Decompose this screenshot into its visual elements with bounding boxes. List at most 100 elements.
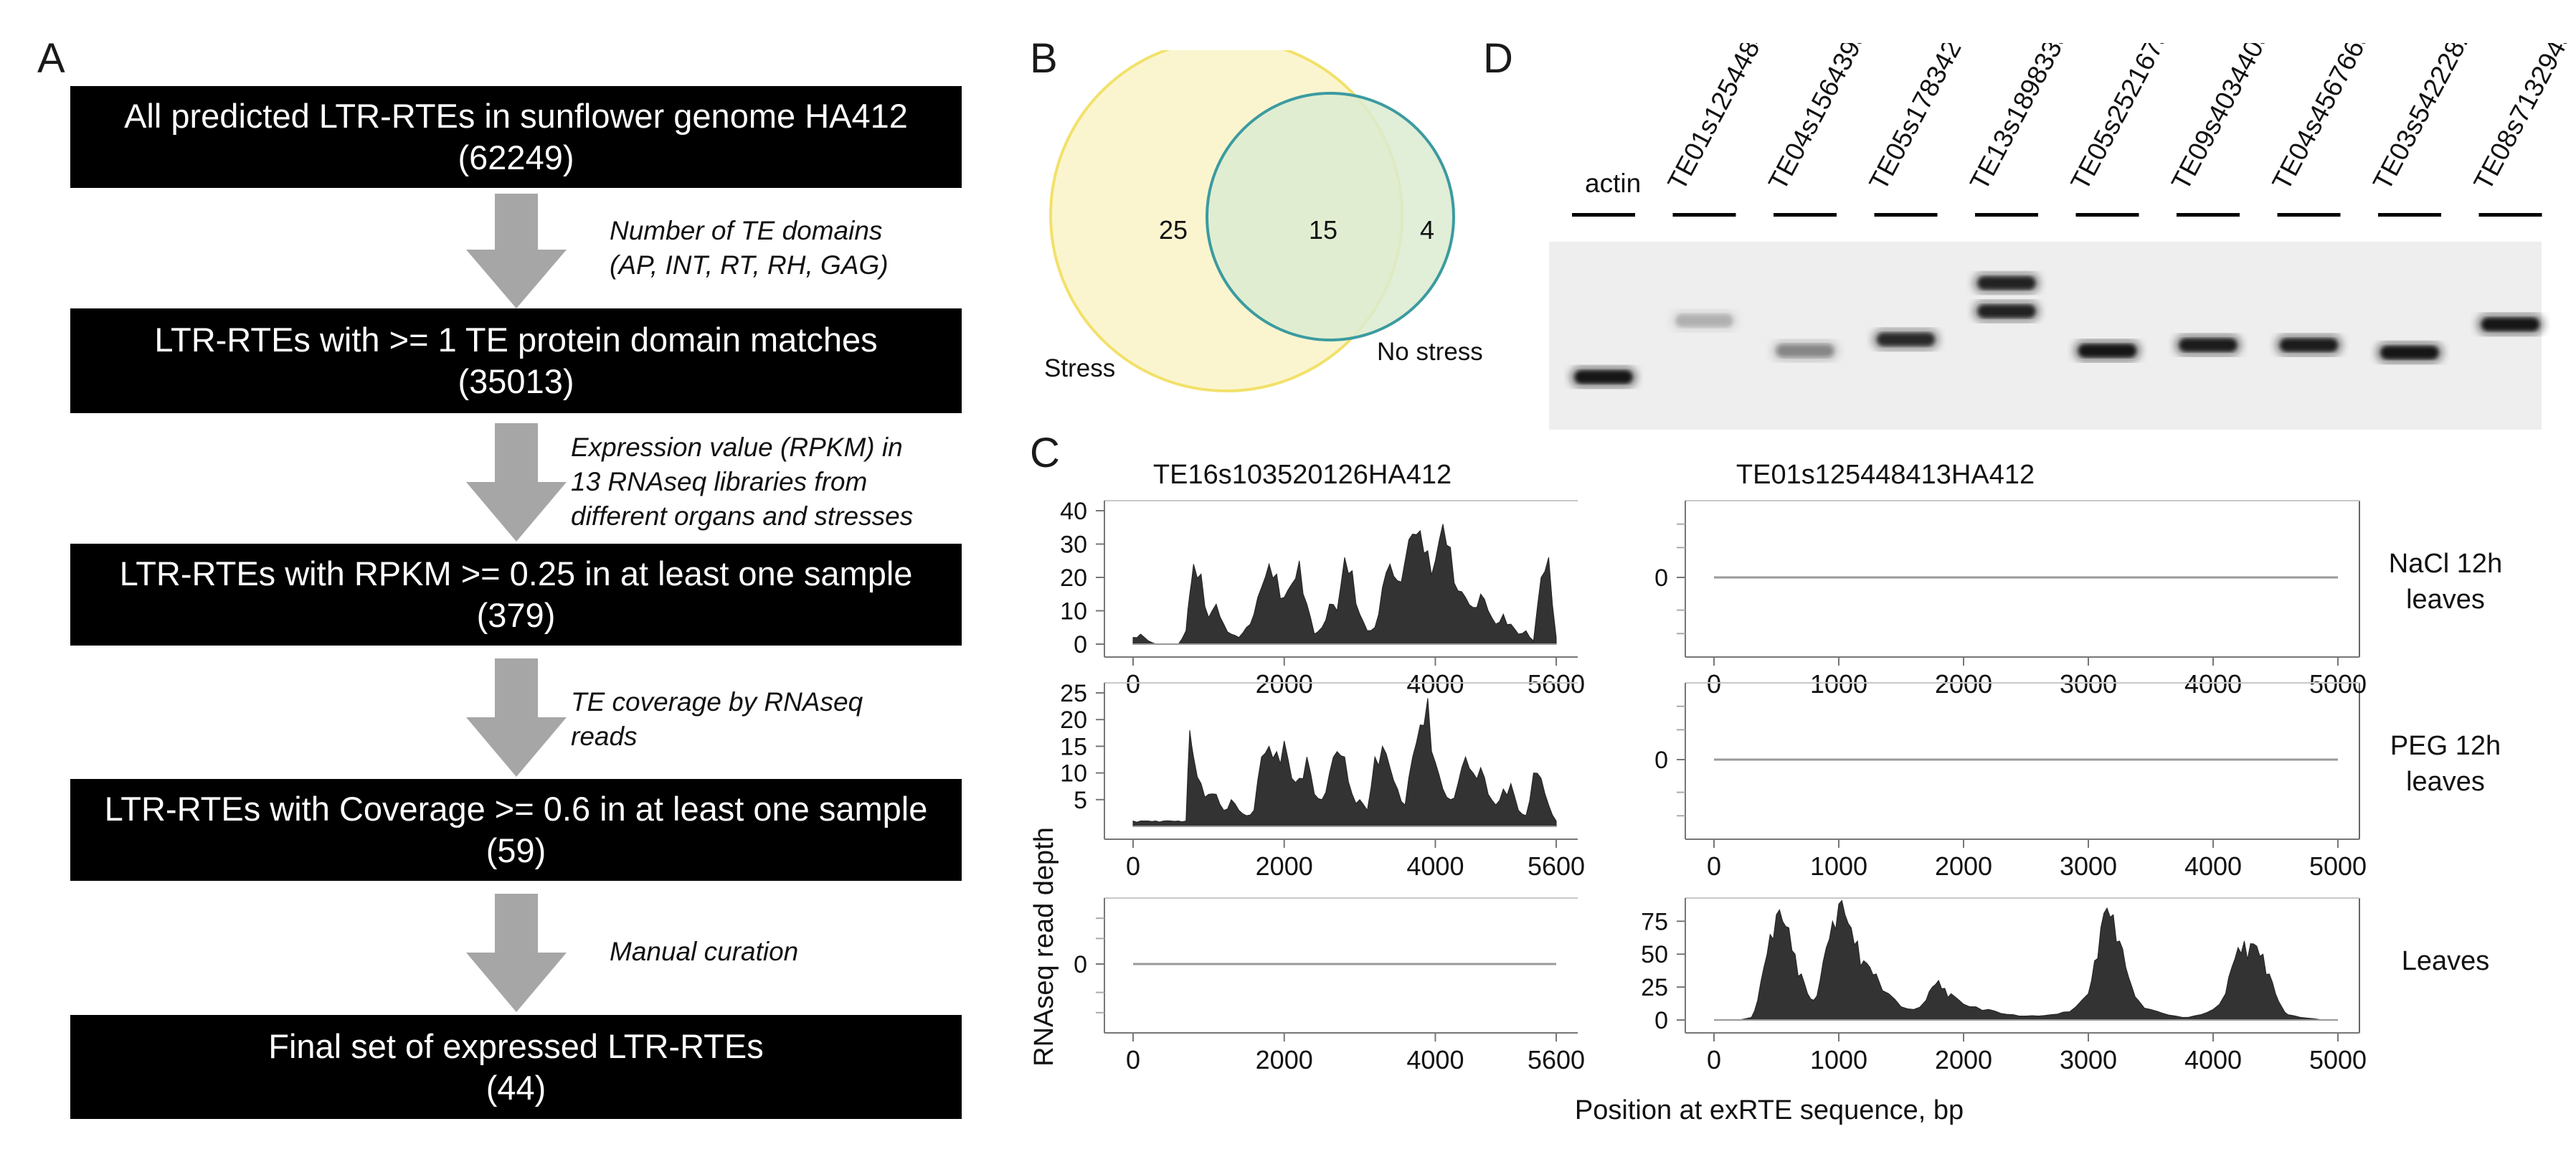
x-tick-label: 5600 bbox=[1528, 669, 1585, 699]
gel-band bbox=[1776, 344, 1834, 357]
flow-box-4: LTR-RTEs with Coverage >= 0.6 in at leas… bbox=[70, 779, 962, 881]
gel-band bbox=[1978, 304, 2035, 318]
row-label-3: Leaves bbox=[2402, 946, 2490, 976]
gel-lane: actin bbox=[1571, 169, 1641, 387]
gel-band bbox=[1575, 370, 1632, 384]
y-tick-label: 0 bbox=[1074, 631, 1087, 658]
x-tick-label: 2000 bbox=[1256, 669, 1313, 699]
x-tick-label: 3000 bbox=[2060, 1045, 2117, 1074]
step-note-line: Number of TE domains bbox=[610, 216, 883, 245]
column-title-1: TE16s103520126HA412 bbox=[1153, 460, 1452, 490]
y-tick-label: 20 bbox=[1060, 707, 1087, 734]
gel-band bbox=[2280, 339, 2338, 352]
flow-arrow-4 bbox=[466, 894, 567, 1012]
x-tick-label: 5600 bbox=[1528, 851, 1585, 881]
column-title-2: TE01s125448413HA412 bbox=[1736, 460, 2035, 490]
coverage-plot: 0 1000 2000 3000 4000 5000 0 bbox=[1654, 682, 2367, 881]
flow-box-5-title: Final set of expressed LTR-RTEs bbox=[268, 1026, 764, 1065]
flow-box-1: All predicted LTR-RTEs in sunflower geno… bbox=[70, 86, 962, 188]
flow-arrow-3 bbox=[466, 658, 567, 777]
gel-band bbox=[1978, 276, 2035, 290]
flow-box-1-title: All predicted LTR-RTEs in sunflower geno… bbox=[124, 97, 908, 135]
venn-label-stress: Stress bbox=[1044, 354, 1115, 382]
y-tick-label: 75 bbox=[1641, 908, 1668, 935]
gel-band bbox=[2381, 346, 2438, 359]
panel-letter-a: A bbox=[37, 35, 65, 82]
y-tick-label: 0 bbox=[1654, 1007, 1668, 1034]
coverage-plot: 0 1000 2000 3000 4000 5000 0 bbox=[1654, 500, 2367, 699]
flow-box-2-count: (35013) bbox=[458, 362, 574, 400]
gel-band bbox=[2179, 339, 2237, 352]
y-tick-label: 50 bbox=[1641, 941, 1668, 968]
panel-letter-c: C bbox=[1030, 430, 1060, 476]
flow-box-4-title: LTR-RTEs with Coverage >= 0.6 in at leas… bbox=[104, 790, 928, 828]
step-note-line: 13 RNAseq libraries from bbox=[571, 467, 868, 496]
x-tick-label: 2000 bbox=[1935, 851, 1992, 881]
x-tick-label: 0 bbox=[1126, 669, 1140, 699]
venn-circle-no-stress bbox=[1206, 92, 1455, 341]
step-note-line: (AP, INT, RT, RH, GAG) bbox=[610, 250, 889, 280]
y-tick-label: 10 bbox=[1060, 760, 1087, 788]
flow-box-5: Final set of expressed LTR-RTEs (44) bbox=[70, 1015, 962, 1119]
step-note-line: different organs and stresses bbox=[571, 501, 914, 531]
x-tick-label: 2000 bbox=[1935, 1045, 1992, 1074]
x-tick-label: 3000 bbox=[2060, 851, 2117, 881]
flow-box-3-count: (379) bbox=[476, 596, 556, 634]
coverage-area bbox=[1132, 698, 1557, 827]
gel-lane-label: actin bbox=[1585, 169, 1641, 198]
venn-count-stress-only: 25 bbox=[1159, 215, 1188, 245]
flow-arrow-2 bbox=[466, 423, 567, 542]
gel-band bbox=[2078, 344, 2136, 357]
coverage-plot: 0 2000 4000 5600 0 10 20 30 40 bbox=[1060, 498, 1585, 699]
gel-lane-label: TE03s54222821 bbox=[2367, 43, 2485, 195]
x-axis-label: Position at exRTE sequence, bp bbox=[1575, 1095, 1964, 1125]
flow-box-2: LTR-RTEs with >= 1 TE protein domain mat… bbox=[70, 308, 962, 413]
gel-lane-marker bbox=[1975, 213, 2038, 217]
y-tick-label: 25 bbox=[1641, 974, 1668, 1001]
x-tick-label: 4000 bbox=[1406, 1045, 1464, 1074]
x-tick-label: 1000 bbox=[1810, 1045, 1867, 1074]
step-note-line: reads bbox=[571, 722, 638, 751]
step-note-1: Number of TE domains (AP, INT, RT, RH, G… bbox=[610, 214, 889, 283]
step-note-line: Manual curation bbox=[610, 937, 799, 966]
x-tick-label: 2000 bbox=[1256, 851, 1313, 881]
flow-box-5-count: (44) bbox=[486, 1068, 546, 1107]
y-tick-label: 20 bbox=[1060, 565, 1087, 592]
coverage-plots: TE16s103520126HA412 TE01s125448413HA412 … bbox=[1029, 460, 2502, 1125]
x-tick-label: 4000 bbox=[2184, 1045, 2242, 1074]
step-note-2: Expression value (RPKM) in 13 RNAseq lib… bbox=[571, 430, 913, 534]
gel-lane-marker bbox=[1874, 213, 1938, 217]
gel-lane-marker bbox=[1774, 213, 1837, 217]
gel-lane-label: TE08s71329455 bbox=[2468, 43, 2567, 195]
x-tick-label: 4000 bbox=[2184, 851, 2242, 881]
x-tick-label: 1000 bbox=[1810, 851, 1867, 881]
row-label-1b: leaves bbox=[2406, 585, 2485, 615]
x-tick-label: 0 bbox=[1126, 1045, 1140, 1074]
venn-diagram: 25 15 4 Stress No stress bbox=[1044, 50, 1483, 392]
x-tick-label: 4000 bbox=[1406, 851, 1464, 881]
y-tick-label: 25 bbox=[1060, 680, 1087, 707]
flow-box-3: LTR-RTEs with RPKM >= 0.25 in at least o… bbox=[70, 544, 962, 646]
gel-lane-label: TE04s45676682 bbox=[2266, 43, 2384, 195]
x-tick-label: 5000 bbox=[2309, 669, 2367, 699]
x-tick-label: 0 bbox=[1126, 851, 1140, 881]
venn-count-no-stress-only: 4 bbox=[1420, 215, 1434, 245]
gel-lane-label: TE09s40344039 bbox=[2166, 43, 2283, 195]
gel-lane-marker bbox=[2378, 213, 2441, 217]
gel-lane-marker bbox=[2277, 213, 2341, 217]
coverage-plot: 0 2000 4000 5600 0 bbox=[1074, 897, 1585, 1074]
coverage-area bbox=[1714, 899, 2338, 1021]
gel-lane-marker bbox=[1572, 213, 1635, 217]
panel-letter-d: D bbox=[1483, 35, 1513, 82]
gel-lane-marker bbox=[2075, 213, 2139, 217]
flow-box-4-count: (59) bbox=[486, 831, 546, 869]
coverage-area bbox=[1132, 524, 1557, 645]
gel-figure: actin TE01s125448413TE04s156439376TE05s17… bbox=[1549, 43, 2567, 430]
x-tick-label: 2000 bbox=[1256, 1045, 1313, 1074]
flow-box-3-title: LTR-RTEs with RPKM >= 0.25 in at least o… bbox=[119, 554, 913, 592]
gel-band bbox=[1675, 314, 1733, 328]
gel-band bbox=[2481, 318, 2539, 331]
gel-background bbox=[1549, 242, 2542, 430]
x-tick-label: 4000 bbox=[2184, 669, 2242, 699]
